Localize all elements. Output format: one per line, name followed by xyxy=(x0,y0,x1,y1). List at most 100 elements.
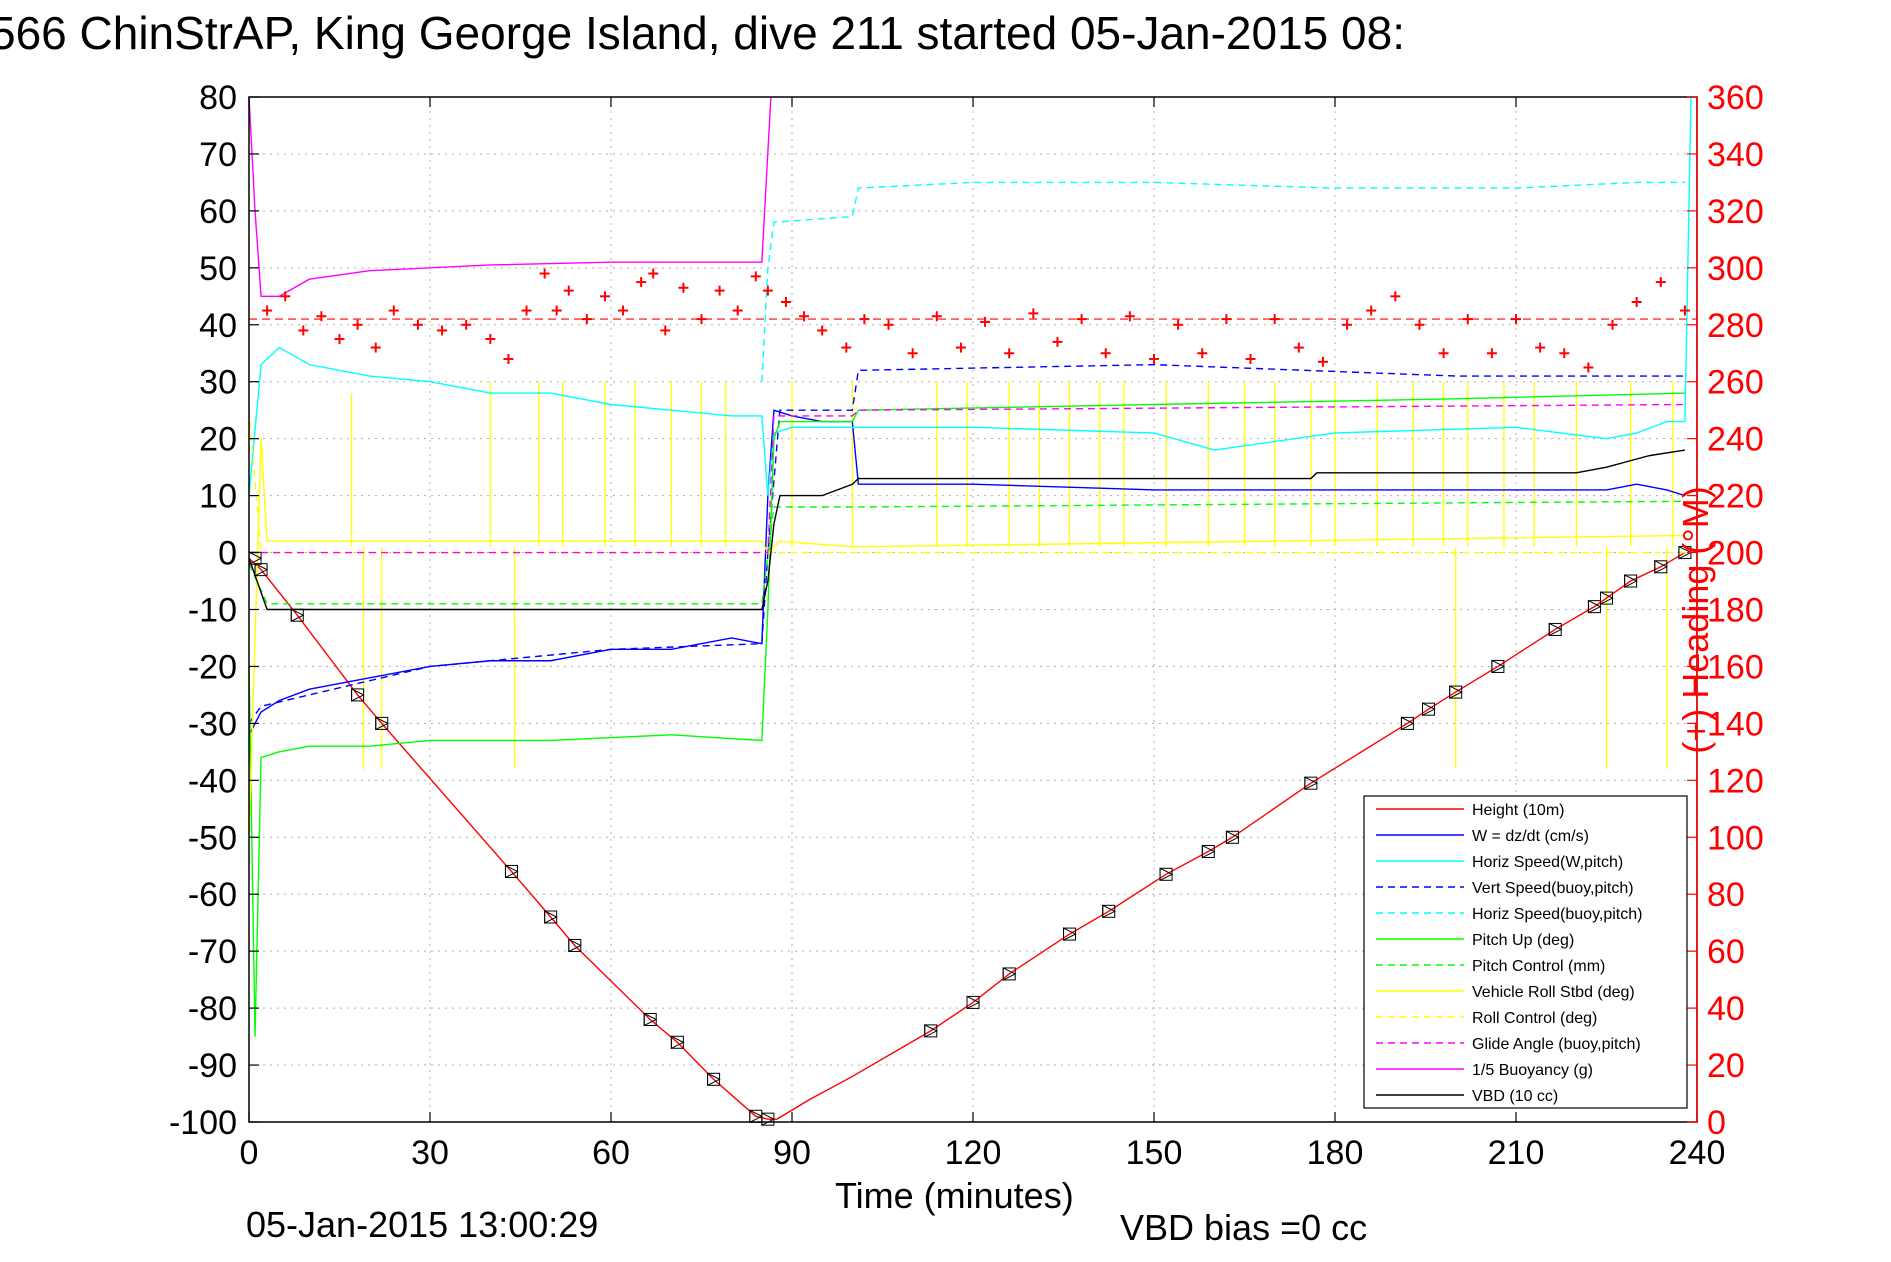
series-line-3 xyxy=(248,363,1685,724)
series-line-7 xyxy=(248,438,1685,838)
height-marker xyxy=(966,995,981,1010)
y-tick-label: -30 xyxy=(188,705,237,743)
height-marker xyxy=(1304,776,1318,790)
x-axis-label: Time (minutes) xyxy=(835,1175,1074,1216)
y2-tick-label: 300 xyxy=(1707,250,1764,288)
heading-point xyxy=(1028,308,1039,319)
heading-point xyxy=(883,319,894,330)
legend-label: Glide Angle (buoy,pitch) xyxy=(1472,1036,1641,1053)
heading-point xyxy=(1655,277,1666,288)
height-marker xyxy=(1159,867,1174,882)
heading-point xyxy=(539,268,550,279)
heading-point xyxy=(1535,342,1546,353)
heading-point xyxy=(907,348,918,359)
heading-point xyxy=(762,285,773,296)
legend-label: Pitch Control (mm) xyxy=(1472,958,1605,975)
roll-series-group xyxy=(350,381,1674,769)
heading-point xyxy=(316,311,327,322)
heading-point xyxy=(1197,348,1208,359)
legend-label: 1/5 Buoyancy (g) xyxy=(1472,1062,1593,1079)
legend-label: Pitch Up (deg) xyxy=(1472,932,1574,949)
heading-point xyxy=(1511,314,1521,325)
heading-point xyxy=(817,325,828,336)
heading-point xyxy=(618,305,629,316)
series-line-6 xyxy=(248,500,1685,605)
y-tick-label: -50 xyxy=(188,819,237,857)
heading-point xyxy=(1221,314,1232,325)
legend-box xyxy=(1363,795,1688,1109)
heading-point xyxy=(334,334,345,345)
heading-point xyxy=(563,285,574,296)
heading-point xyxy=(1317,356,1328,367)
heading-point xyxy=(1342,319,1353,330)
y-tick-label: -20 xyxy=(188,648,237,686)
y-tick-label: -100 xyxy=(169,1104,237,1142)
height-marker xyxy=(1102,904,1116,919)
y2-tick-label: 100 xyxy=(1707,819,1764,857)
legend-label: Horiz Speed(W,pitch) xyxy=(1472,854,1623,871)
y-tick-label: 0 xyxy=(218,535,237,573)
heading-point xyxy=(678,282,689,293)
heading-point xyxy=(648,268,659,279)
height-marker xyxy=(504,864,519,879)
heading-point xyxy=(714,285,725,296)
height-marker xyxy=(924,1024,938,1038)
x-tick-label: 240 xyxy=(1669,1134,1726,1172)
heading-point xyxy=(1462,314,1473,325)
y-tick-label: 60 xyxy=(199,193,237,231)
legend-label: Vert Speed(buoy,pitch) xyxy=(1472,880,1634,897)
y2-axis-label: (+) Heading (°M) xyxy=(1675,486,1716,754)
heading-point xyxy=(485,334,496,345)
heading-point xyxy=(1076,314,1087,325)
series-line-11 xyxy=(248,449,1686,611)
height-marker xyxy=(1063,927,1077,941)
heading-point xyxy=(388,305,399,316)
y2-tick-label: 320 xyxy=(1707,193,1764,231)
heading-point xyxy=(352,319,363,330)
height-marker xyxy=(1491,659,1506,674)
y2-tick-label: 80 xyxy=(1707,876,1745,914)
x-tick-label: 120 xyxy=(945,1134,1002,1172)
x-tick-label: 210 xyxy=(1488,1134,1545,1172)
x-tick-label: 150 xyxy=(1126,1134,1183,1172)
heading-point xyxy=(931,311,942,322)
heading-point xyxy=(551,305,562,316)
heading-point xyxy=(841,342,852,353)
heading-point xyxy=(437,325,448,336)
heading-point xyxy=(1124,311,1135,322)
heading-point xyxy=(1631,297,1642,307)
height-marker xyxy=(568,938,582,953)
x-tick-label: 0 xyxy=(240,1134,259,1172)
y-tick-label: -40 xyxy=(188,762,237,800)
heading-point xyxy=(370,342,381,353)
height-marker xyxy=(351,688,365,702)
heading-point xyxy=(750,271,761,282)
height-marker xyxy=(707,1072,721,1087)
y2-tick-label: 340 xyxy=(1707,136,1764,174)
height-marker xyxy=(544,910,558,924)
heading-point xyxy=(1390,291,1401,302)
x-tick-label: 90 xyxy=(773,1134,811,1172)
legend-label: W = dz/dt (cm/s) xyxy=(1472,828,1589,845)
series-line-9 xyxy=(249,403,1685,554)
heading-point xyxy=(1269,314,1280,325)
height-marker xyxy=(1587,599,1602,614)
chart-title: 566 ChinStrAP, King George Island, dive … xyxy=(0,7,1405,59)
series-line-4 xyxy=(761,181,1685,382)
heading-point xyxy=(1414,319,1425,330)
y-tick-label: 50 xyxy=(199,250,237,288)
y-tick-label: 10 xyxy=(199,478,237,516)
heading-point xyxy=(1052,336,1063,347)
heading-point xyxy=(521,305,532,316)
height-marker xyxy=(1400,716,1415,731)
y-tick-label: -90 xyxy=(188,1047,237,1085)
height-marker xyxy=(1449,685,1463,699)
y2-tick-label: 160 xyxy=(1707,648,1764,686)
height-marker xyxy=(670,1035,685,1050)
footer-timestamp: 05-Jan-2015 13:00:29 xyxy=(246,1204,599,1245)
heading-point xyxy=(280,291,291,302)
y-tick-label: 30 xyxy=(199,364,237,402)
y2-tick-label: 60 xyxy=(1707,933,1745,971)
legend-label: Height (10m) xyxy=(1472,802,1564,819)
